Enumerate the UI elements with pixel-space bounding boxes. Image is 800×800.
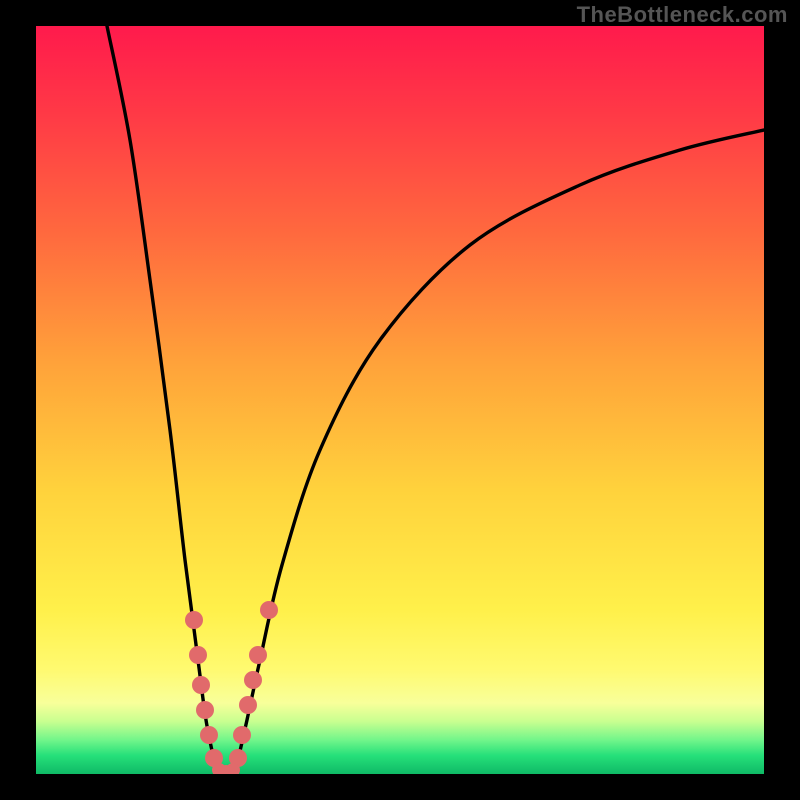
marker-dot	[233, 726, 251, 744]
gradient-background	[36, 26, 764, 774]
v-curve-chart	[0, 0, 800, 800]
marker-dot	[192, 676, 210, 694]
marker-dot	[185, 611, 203, 629]
marker-dot	[260, 601, 278, 619]
marker-dot	[200, 726, 218, 744]
marker-dot	[196, 701, 214, 719]
marker-dot	[189, 646, 207, 664]
marker-dot	[239, 696, 257, 714]
watermark-text: TheBottleneck.com	[577, 2, 788, 28]
marker-dot	[244, 671, 262, 689]
marker-dot	[249, 646, 267, 664]
